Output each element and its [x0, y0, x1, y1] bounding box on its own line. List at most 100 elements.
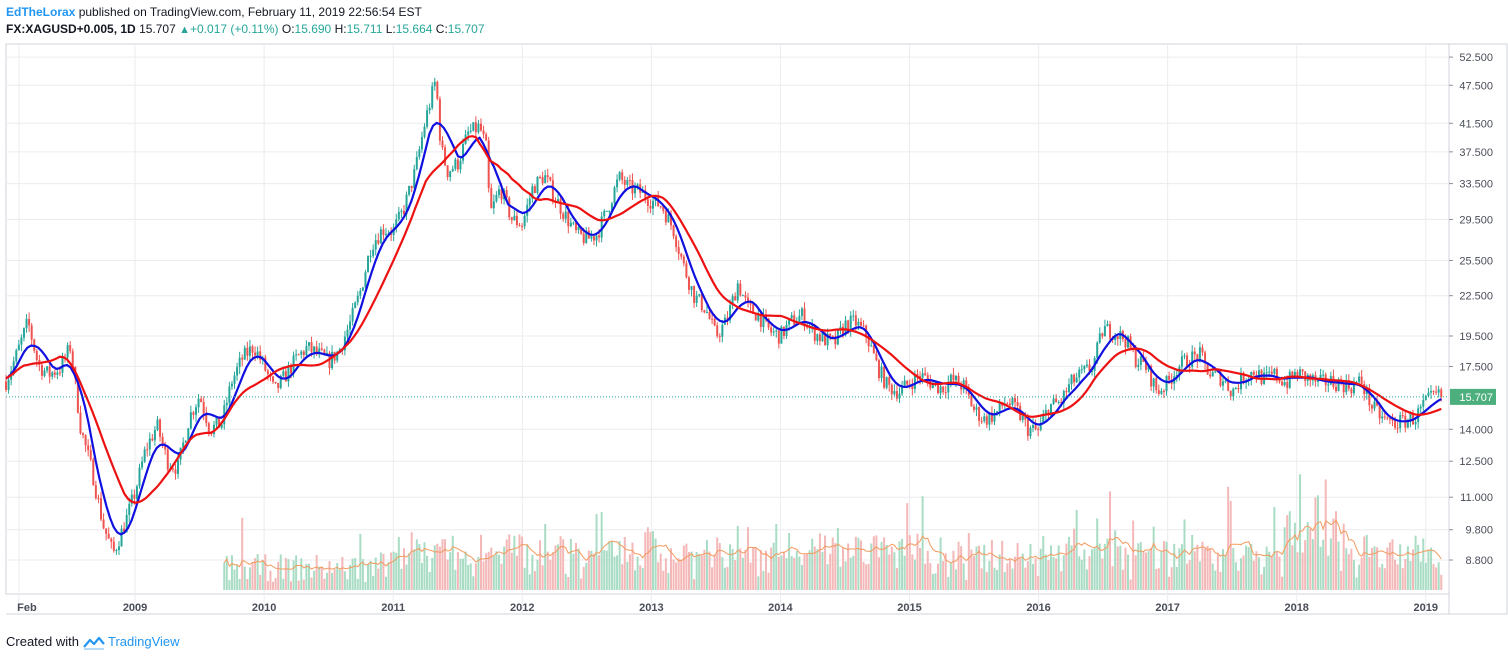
volume-bar: [1201, 541, 1204, 590]
candle-body: [1186, 355, 1189, 367]
y-tick-label: 33.500: [1459, 179, 1493, 191]
volume-bar: [806, 553, 809, 590]
volume-bar: [988, 560, 991, 590]
candle-body: [426, 110, 429, 127]
candle-body: [693, 286, 696, 303]
volume-bar: [1098, 543, 1101, 590]
volume-bar: [1101, 558, 1104, 590]
volume-bar: [1124, 547, 1127, 590]
volume-bar: [269, 570, 272, 590]
candle-body: [284, 371, 287, 382]
candle-body: [1232, 388, 1235, 397]
candle-body: [1114, 336, 1117, 341]
volume-bar: [713, 554, 716, 590]
candle-body: [682, 256, 685, 264]
volume-bar: [559, 536, 562, 590]
volume-bar: [718, 543, 721, 590]
candle-body: [369, 255, 372, 257]
volume-bar: [847, 543, 850, 590]
candle-body: [349, 321, 352, 330]
volume-bar: [495, 551, 498, 590]
candle-body: [826, 333, 829, 346]
volume-bar: [1042, 536, 1045, 590]
volume-bar: [456, 552, 459, 590]
volume-bar: [1219, 571, 1222, 590]
candle-body: [15, 350, 18, 362]
candle-body: [1427, 392, 1430, 396]
volume-bar: [1080, 559, 1083, 590]
volume-bar: [1260, 574, 1263, 590]
price-chart[interactable]: 52.500 47.500 41.500 37.500 33.500 29.500 25.5…: [0, 42, 1508, 626]
candle-body: [449, 171, 452, 178]
candle-body: [97, 498, 100, 500]
volume-bar: [1196, 544, 1199, 590]
volume-bar: [798, 556, 801, 590]
candle-body: [996, 411, 999, 413]
volume-bar: [1304, 540, 1307, 590]
volume-bar: [369, 560, 372, 590]
candle-body: [523, 215, 526, 227]
low-value: 15.664: [395, 22, 433, 36]
candle-body: [228, 386, 231, 403]
volume-bar: [492, 555, 495, 590]
volume-bar: [608, 541, 611, 590]
candle-body: [877, 360, 880, 379]
volume-bar: [949, 563, 952, 590]
x-tick-label: 2013: [639, 602, 663, 614]
volume-bar: [1329, 538, 1332, 590]
author-link[interactable]: EdTheLorax: [6, 5, 76, 19]
volume-bar: [441, 539, 444, 590]
open-label: O:: [281, 22, 295, 36]
volume-bar: [901, 538, 904, 590]
candle-body: [233, 375, 236, 384]
candle-body: [1026, 419, 1029, 437]
volume-bar: [1412, 549, 1415, 590]
candle-body: [277, 383, 280, 389]
volume-bar: [821, 551, 824, 590]
candle-body: [1067, 384, 1070, 393]
candle-body: [56, 372, 59, 375]
volume-bar: [947, 576, 950, 590]
candle-body: [1214, 371, 1217, 373]
candle-body: [236, 367, 239, 376]
volume-bar: [616, 555, 619, 590]
candle-body: [1257, 370, 1260, 379]
candle-body: [346, 329, 349, 337]
candle-body: [313, 346, 316, 352]
volume-bar: [1317, 495, 1320, 590]
candle-body: [1080, 369, 1083, 371]
volume-bar: [669, 548, 672, 590]
candle-body: [844, 320, 847, 335]
volume-bar: [1435, 567, 1438, 590]
volume-bar: [1386, 547, 1389, 590]
volume-bar: [788, 532, 791, 590]
volume-bar: [1376, 547, 1379, 590]
volume-bar: [1170, 567, 1173, 590]
candle-body: [1378, 405, 1381, 419]
candle-body: [254, 352, 257, 356]
candle-body: [1008, 403, 1011, 405]
volume-bar: [320, 567, 323, 590]
volume-bar: [967, 533, 970, 590]
volume-bar: [497, 554, 500, 590]
symbol-label: FX:XAGUSD+0.005, 1D: [6, 22, 136, 36]
volume-bar: [1044, 554, 1047, 590]
volume-bar: [631, 542, 634, 590]
candle-body: [1109, 324, 1112, 339]
candle-body: [323, 349, 326, 355]
candle-body: [374, 240, 377, 250]
volume-bar: [1401, 568, 1404, 590]
candle-body: [112, 541, 115, 551]
candle-body: [125, 514, 128, 533]
candle-body: [1360, 376, 1363, 385]
candle-body: [716, 325, 719, 337]
candle-body: [944, 392, 947, 394]
volume-bar: [336, 562, 339, 590]
candle-body: [777, 330, 780, 344]
candle-body: [1414, 422, 1417, 425]
tradingview-brand[interactable]: TradingView: [108, 634, 180, 649]
candle-body: [990, 412, 993, 422]
candle-body: [824, 332, 827, 346]
candle-body: [1227, 380, 1230, 391]
candle-body: [266, 370, 269, 375]
